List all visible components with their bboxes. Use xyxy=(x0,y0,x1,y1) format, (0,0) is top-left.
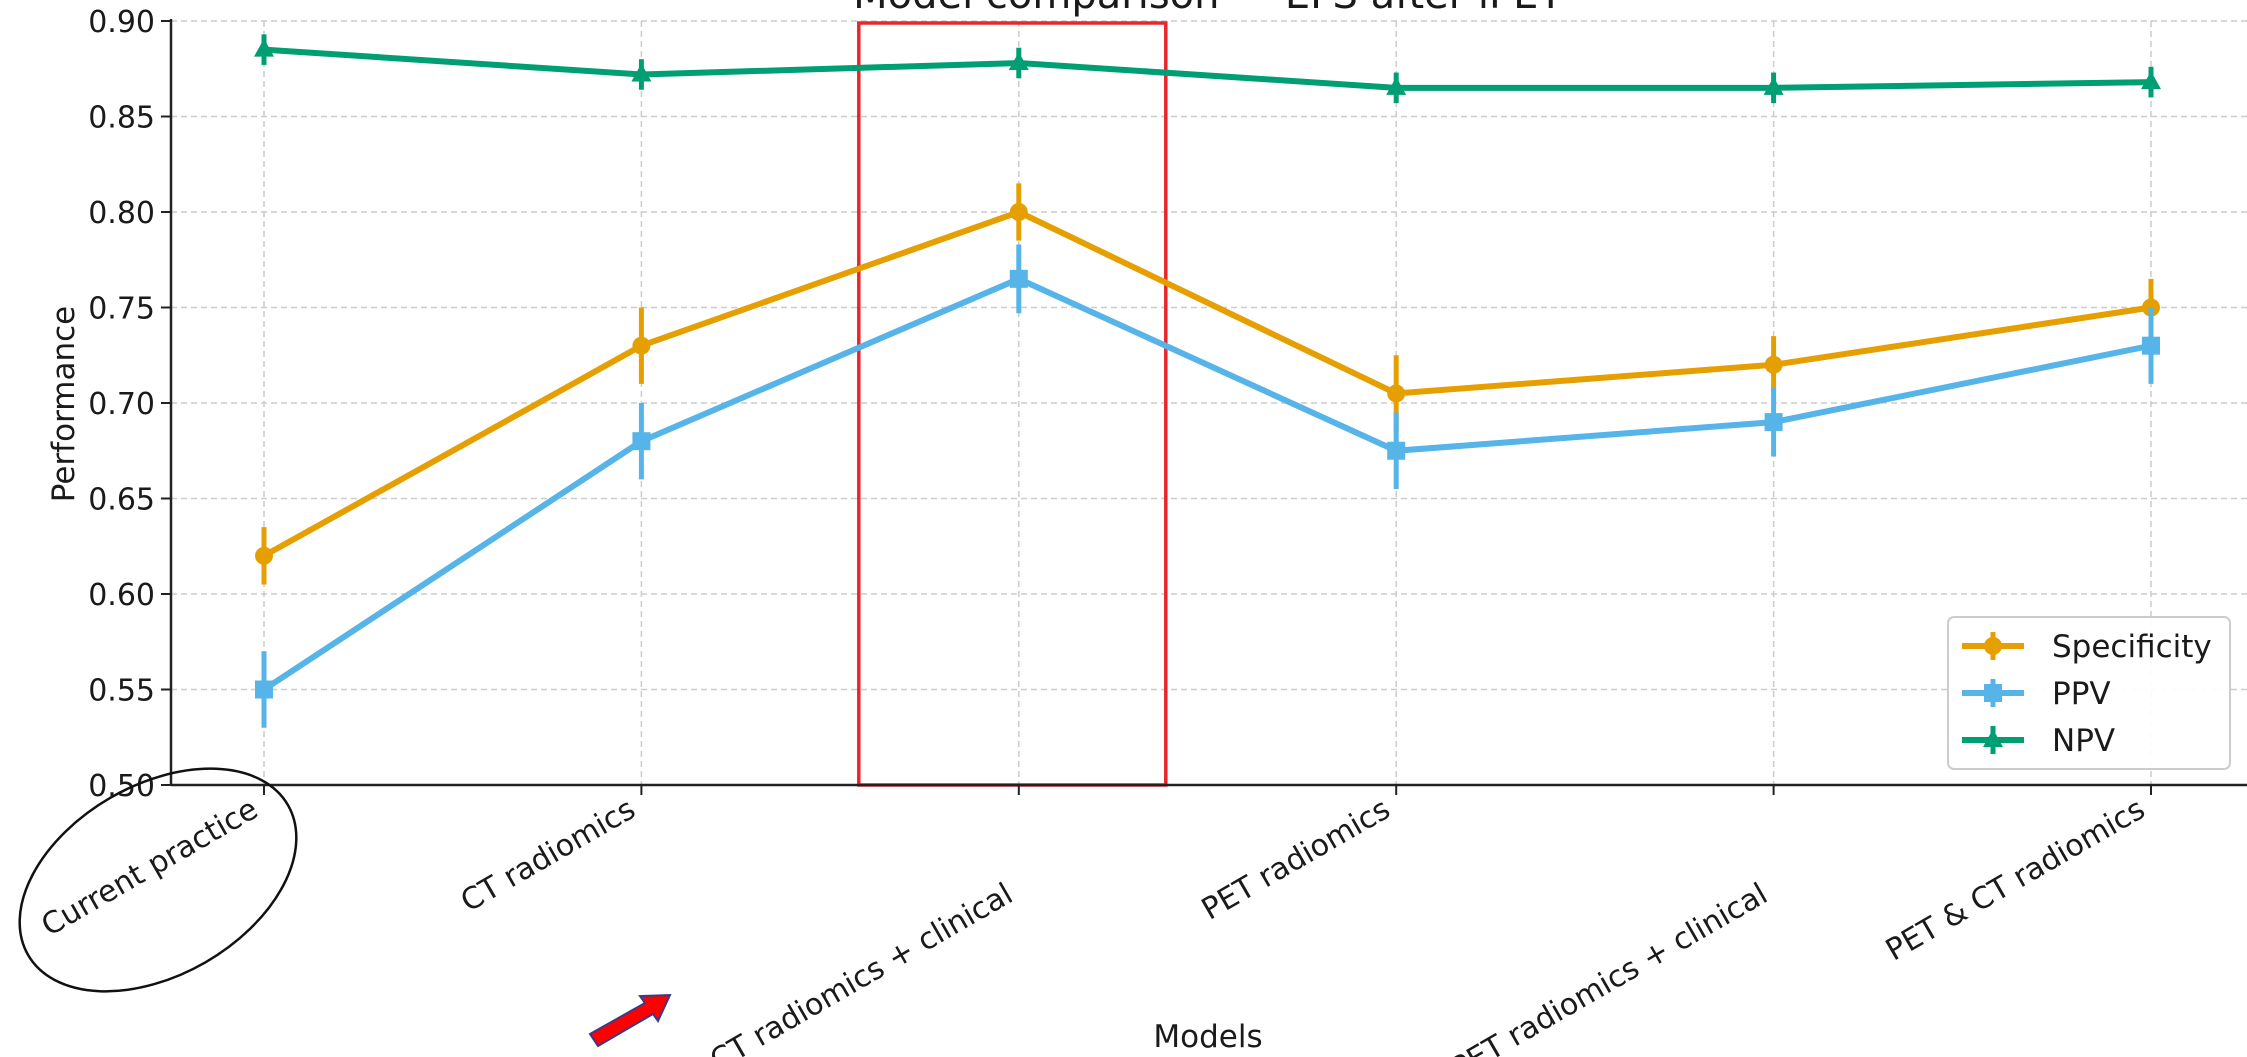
y-tick-label: 0.70 xyxy=(88,387,155,422)
data-point xyxy=(1984,684,2002,702)
x-tick-label: PET radiomics xyxy=(1196,792,1396,928)
x-axis-ticks: Current practice CT radiomics CT radiomics… xyxy=(36,785,2152,1057)
data-point xyxy=(1764,413,1783,432)
series-ppv xyxy=(255,244,2160,728)
y-tick-label: 0.65 xyxy=(88,483,155,518)
data-point xyxy=(631,63,652,82)
series-line xyxy=(262,209,2152,559)
data-point xyxy=(632,432,651,451)
data-point xyxy=(632,336,651,355)
series-line xyxy=(262,275,2152,693)
data-point xyxy=(2142,336,2160,355)
x-tick-label: PET radiomics + clinical xyxy=(1445,877,1773,1057)
data-point xyxy=(2141,71,2161,90)
y-tick-label: 0.80 xyxy=(88,196,155,231)
chart-title: Model comparison — EFS after iPET xyxy=(853,0,1563,18)
data-point xyxy=(254,38,274,57)
y-tick-label: 0.55 xyxy=(88,674,155,709)
legend-label: PPV xyxy=(2052,676,2111,712)
legend-item: PPV xyxy=(1962,676,2111,712)
series-specificity xyxy=(255,183,2160,585)
data-point xyxy=(1984,637,2002,655)
data-point xyxy=(1008,52,1029,71)
data-point xyxy=(1983,729,2003,747)
circle-annotation xyxy=(18,767,298,993)
series-group xyxy=(254,34,2161,728)
y-axis-ticks: 0.50 0.55 0.60 0.65 0.70 0.75 0.80 0.85 0.90 xyxy=(88,5,171,804)
data-point xyxy=(255,546,273,565)
x-tick-label: CT radiomics xyxy=(455,792,641,920)
data-point xyxy=(1387,384,1406,403)
y-axis-title: Performance xyxy=(46,306,82,502)
legend-label: Specificity xyxy=(2052,629,2212,665)
legend-box xyxy=(1947,616,2231,770)
data-point xyxy=(1763,76,1784,95)
highlight-box xyxy=(857,21,1168,787)
x-axis-title: Models xyxy=(1153,1019,1262,1055)
data-point xyxy=(1387,441,1406,460)
annotations xyxy=(18,767,672,1048)
x-tick-label: CT radiomics + clinical xyxy=(704,877,1018,1057)
data-point xyxy=(1764,355,1783,374)
data-point xyxy=(255,680,273,699)
grid-lines xyxy=(171,20,2247,786)
legend-item: NPV xyxy=(1962,723,2115,759)
x-tick-label: PET & CT radiomics xyxy=(1880,792,2151,969)
y-tick-label: 0.90 xyxy=(88,5,155,40)
series-line xyxy=(263,46,2152,91)
series-npv xyxy=(254,34,2161,104)
data-point xyxy=(1009,269,1028,288)
highlight-rectangle xyxy=(857,21,1168,787)
data-point xyxy=(1009,203,1028,221)
axes xyxy=(169,19,2247,787)
legend-label: NPV xyxy=(2052,723,2115,759)
legend: Specificity PPV NPV xyxy=(1947,616,2231,770)
y-tick-label: 0.75 xyxy=(88,292,155,327)
legend-item: Specificity xyxy=(1962,629,2212,665)
arrow-icon xyxy=(588,993,672,1048)
y-tick-label: 0.50 xyxy=(88,769,155,804)
y-tick-label: 0.85 xyxy=(88,101,155,136)
y-tick-label: 0.60 xyxy=(88,578,155,613)
x-tick-label: Current practice xyxy=(36,792,264,944)
data-point xyxy=(1386,76,1407,95)
